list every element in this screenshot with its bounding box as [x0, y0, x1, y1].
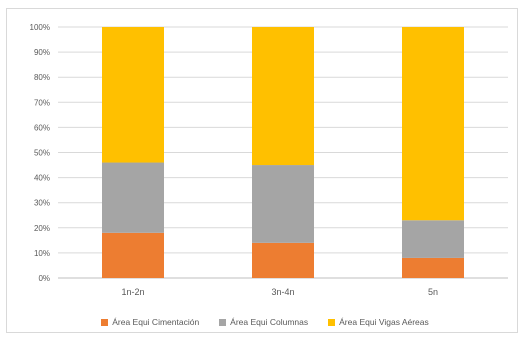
y-tick-label: 100%	[30, 23, 50, 32]
y-tick-label: 50%	[34, 149, 50, 158]
bar-segment	[102, 162, 164, 233]
y-tick-label: 90%	[34, 48, 50, 57]
bar-segment	[402, 220, 464, 258]
y-tick-label: 10%	[34, 249, 50, 258]
bar-segment	[102, 232, 164, 278]
x-tick-label: 3n-4n	[271, 287, 294, 297]
legend-label-columnas: Área Equi Columnas	[230, 317, 309, 327]
y-tick-label: 30%	[34, 199, 50, 208]
bar-segment	[102, 27, 164, 163]
y-tick-label: 40%	[34, 174, 50, 183]
legend-item-columnas: Área Equi Columnas	[219, 317, 308, 327]
legend-label-vigas: Área Equi Vigas Aéreas	[339, 317, 429, 327]
y-tick-label: 60%	[34, 123, 50, 132]
x-tick-label: 1n-2n	[121, 287, 144, 297]
y-tick-label: 70%	[34, 98, 50, 107]
legend-item-vigas: Área Equi Vigas Aéreas	[328, 317, 429, 327]
legend-swatch-vigas	[328, 318, 336, 326]
x-tick-label: 5n	[428, 287, 438, 297]
y-tick-label: 80%	[34, 73, 50, 82]
y-tick-label: 0%	[38, 274, 50, 283]
bar-segment	[252, 242, 314, 278]
bar-segment	[252, 27, 314, 166]
legend: Área Equi Cimentación Área Equi Columnas…	[0, 314, 530, 330]
bar-segment	[252, 165, 314, 243]
legend-item-cimentacion: Área Equi Cimentación	[101, 317, 199, 327]
legend-swatch-columnas	[219, 318, 227, 326]
bar-segment	[402, 257, 464, 278]
y-tick-label: 20%	[34, 224, 50, 233]
legend-swatch-cimentacion	[101, 318, 109, 326]
bar-segment	[402, 27, 464, 221]
legend-label-cimentacion: Área Equi Cimentación	[112, 317, 200, 327]
